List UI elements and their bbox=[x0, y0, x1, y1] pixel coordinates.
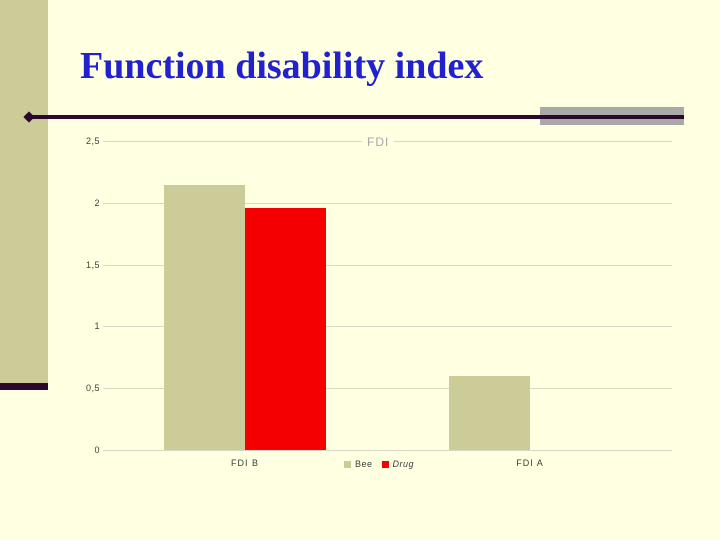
sidebar-stripe bbox=[0, 0, 48, 383]
gridline-1 bbox=[103, 326, 672, 327]
y-axis-tick-label: 0 bbox=[94, 445, 100, 455]
chart-title: FDI bbox=[362, 135, 395, 149]
y-axis-tick-label: 2,5 bbox=[85, 136, 100, 146]
x-axis-category-label: FDI A bbox=[516, 458, 544, 468]
title-rule bbox=[29, 115, 684, 119]
legend-label: Bee bbox=[355, 459, 373, 469]
bar-bee-fdi-a bbox=[449, 376, 530, 450]
y-axis-tick-label: 2 bbox=[94, 198, 100, 208]
gridline-1-5 bbox=[103, 265, 672, 266]
gridline-0 bbox=[103, 450, 672, 451]
legend-swatch-drug bbox=[381, 460, 389, 468]
gridline-2 bbox=[103, 203, 672, 204]
sidebar-accent-bar bbox=[0, 383, 48, 390]
legend-item-drug: Drug bbox=[381, 459, 415, 469]
bar-bee-fdi-b bbox=[164, 185, 245, 450]
slide-title: Function disability index bbox=[80, 45, 484, 87]
y-axis-tick-label: 1 bbox=[94, 321, 100, 331]
gridline-0-5 bbox=[103, 388, 672, 389]
y-axis-tick-label: 0,5 bbox=[85, 383, 100, 393]
x-axis-category-label: FDI B bbox=[230, 458, 259, 468]
y-axis-tick-label: 1,5 bbox=[85, 260, 100, 270]
legend-label: Drug bbox=[392, 459, 415, 469]
bar-drug-fdi-b bbox=[245, 208, 326, 450]
legend-swatch-bee bbox=[344, 460, 351, 468]
chart-legend: Bee Drug bbox=[344, 459, 423, 469]
legend-item-bee: Bee bbox=[344, 459, 373, 469]
